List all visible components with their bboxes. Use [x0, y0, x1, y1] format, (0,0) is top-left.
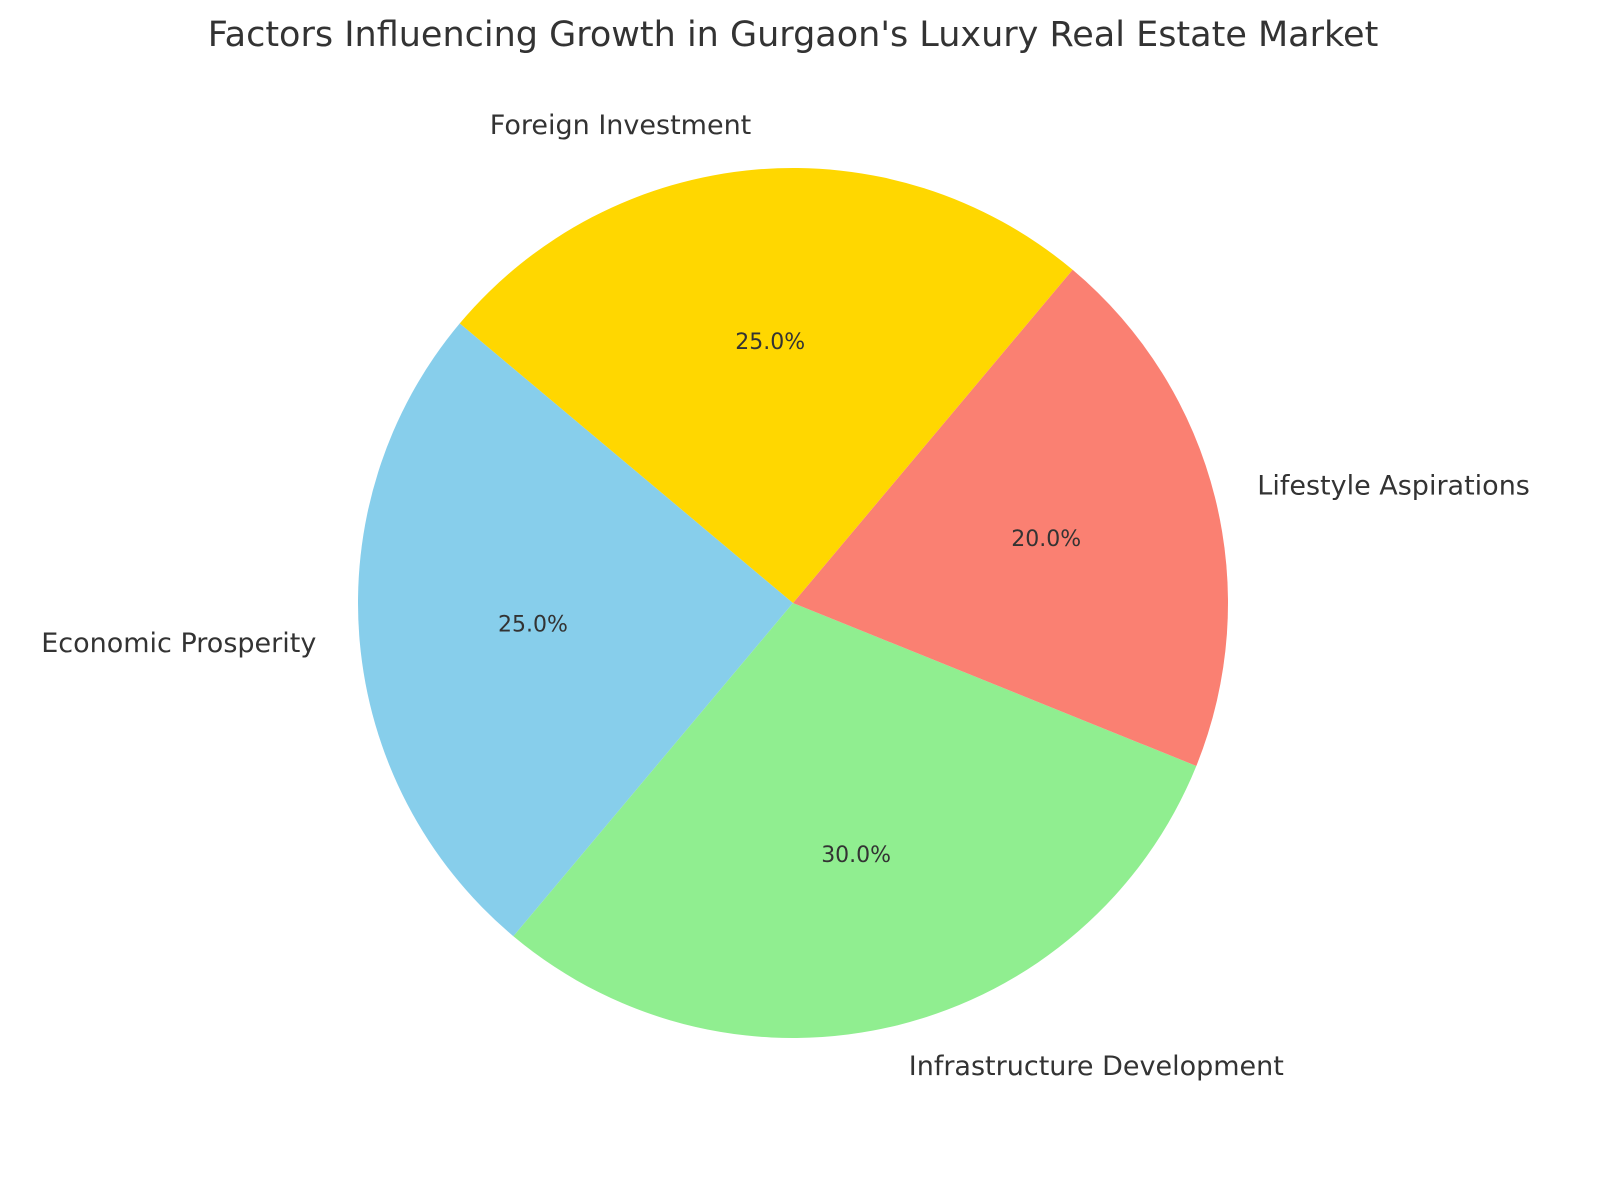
chart-title: Factors Influencing Growth in Gurgaon's … [208, 15, 1379, 55]
slice-label: Lifestyle Aspirations [1257, 471, 1530, 502]
pie-slice [513, 603, 1197, 1038]
value-label: 20.0% [1011, 527, 1081, 552]
pie-slice [459, 167, 1073, 603]
slice-label: Infrastructure Development [909, 1051, 1284, 1082]
slice-label: Economic Prosperity [41, 628, 316, 659]
value-label: 25.0% [498, 613, 568, 638]
pie-slice [357, 323, 793, 937]
value-label: 25.0% [735, 330, 805, 355]
value-label: 30.0% [821, 843, 891, 868]
slice-label: Foreign Investment [490, 110, 751, 141]
pie-slice [793, 269, 1228, 766]
